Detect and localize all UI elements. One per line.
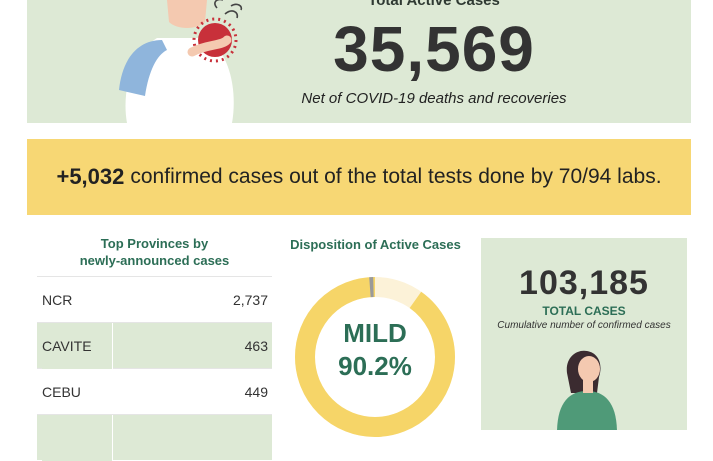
disposition-title: Disposition of Active Cases: [290, 237, 461, 252]
coughing-woman-with-virus-icon: [119, 0, 243, 123]
province-name: NCR: [42, 291, 73, 308]
disposition-donut: [295, 277, 455, 437]
province-value: 449: [244, 383, 268, 400]
active-cases-subtitle: Net of COVID-19 deaths and recoveries: [301, 90, 567, 107]
province-name: [42, 414, 113, 461]
province-value: 2,737: [232, 291, 268, 308]
total-cases-label: TOTAL CASES: [542, 304, 626, 318]
provinces-title-line1: Top Provinces by: [100, 236, 209, 251]
total-cases-subtitle: Cumulative number of confirmed cases: [497, 320, 671, 331]
active-cases-value: 35,569: [333, 13, 535, 85]
mild-value: 90.2%: [338, 351, 412, 381]
total-cases-panel: 103,185 TOTAL CASES Cumulative number of…: [481, 238, 687, 430]
provinces-title-line2: newly-announced cases: [79, 253, 230, 268]
table-row: [37, 414, 272, 461]
donut-mild-segment: [295, 277, 455, 437]
table-row: CEBU 449: [37, 368, 272, 414]
active-cases-label: Total Active Cases: [368, 0, 500, 9]
table-row: CAVITE 463: [37, 322, 272, 369]
new-cases-text: confirmed cases out of the total tests d…: [130, 165, 662, 188]
active-cases-panel: Total Active Cases 35,569 Net of COVID-1…: [27, 0, 691, 123]
total-cases-value: 103,185: [519, 264, 649, 302]
province-name: CEBU: [42, 383, 81, 400]
provinces-table: NCR 2,737 CAVITE 463 CEBU 449: [37, 276, 272, 461]
mild-label: MILD: [343, 318, 407, 348]
provinces-title: Top Provinces by newly-announced cases: [37, 235, 272, 269]
province-name: CAVITE: [42, 322, 113, 369]
new-cases-number: +5,032: [56, 164, 125, 189]
person-figure-icon: [557, 350, 617, 430]
new-cases-banner: +5,032 confirmed cases out of the total …: [27, 139, 691, 215]
table-row: NCR 2,737: [37, 276, 272, 322]
province-value: 463: [244, 337, 268, 354]
